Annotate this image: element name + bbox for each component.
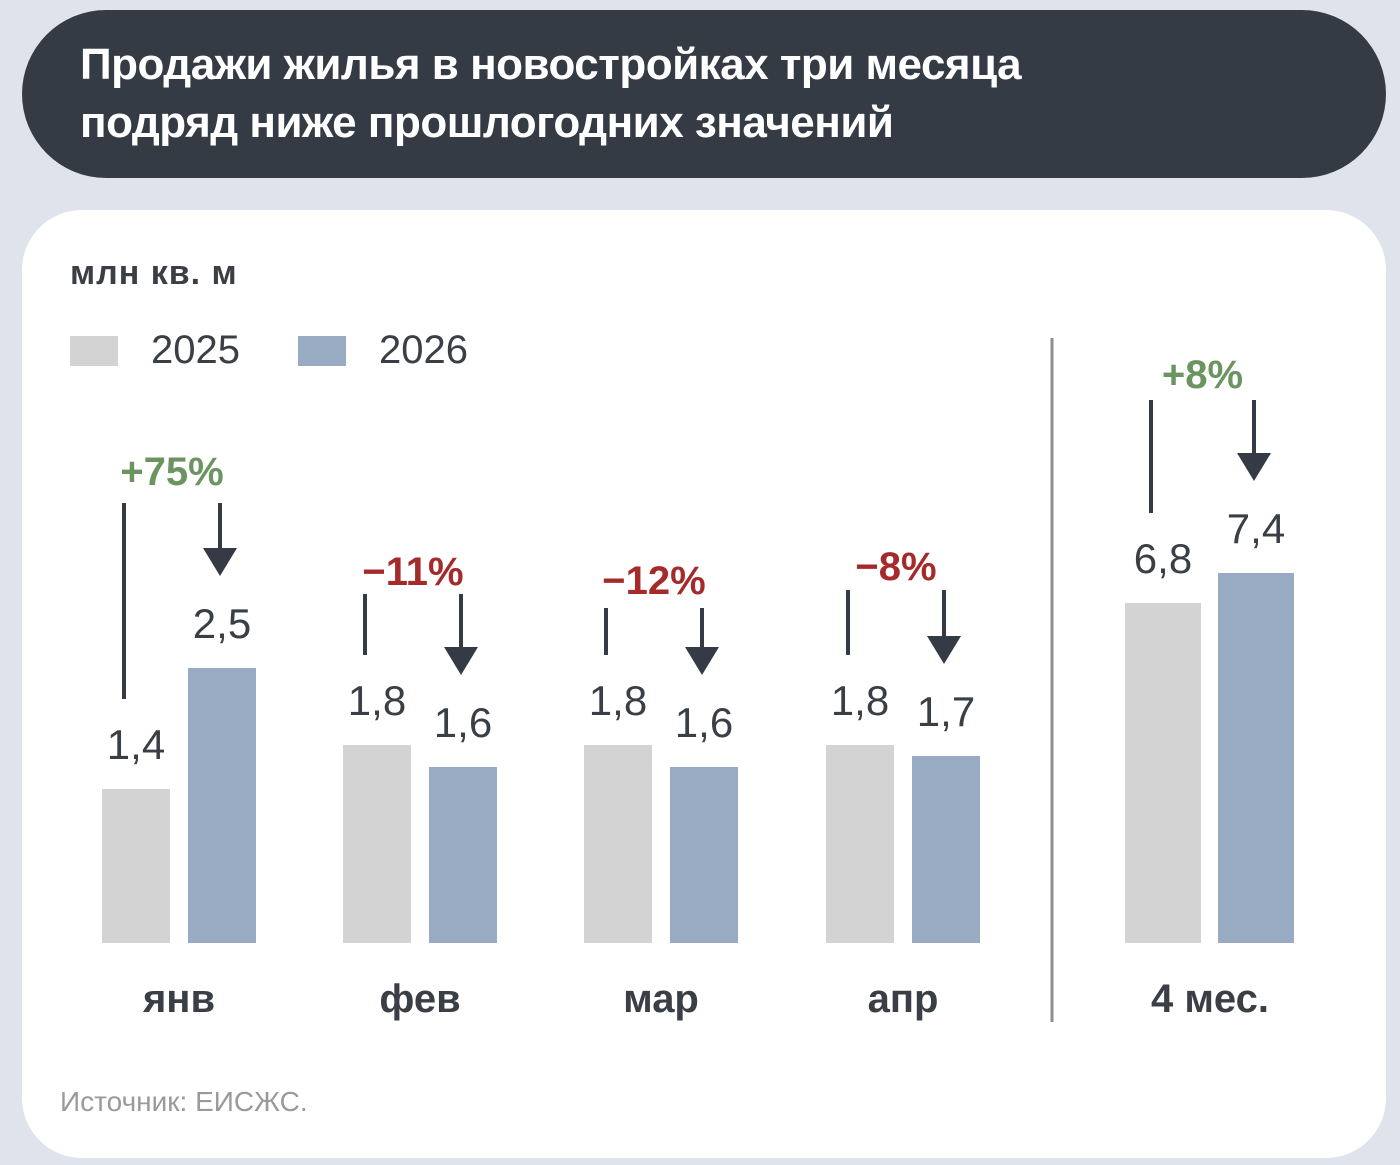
bar-2025-total (1125, 603, 1201, 943)
change-label-jan: +75% (120, 450, 223, 494)
value-label-2026-mar: 1,6 (675, 699, 733, 746)
bar-2026-apr (912, 756, 980, 943)
value-label-2025-total: 6,8 (1134, 535, 1192, 582)
change-arrow-head-jan (203, 548, 237, 576)
bar-2025-apr (826, 745, 894, 943)
value-label-2026-jan: 2,5 (193, 600, 251, 647)
legend-item-2026: 2026 (297, 328, 468, 373)
value-label-2026-feb: 1,6 (434, 699, 492, 746)
legend-swatch-2026 (297, 335, 346, 366)
value-label-2026-apr: 1,7 (917, 688, 975, 735)
legend-swatch-2025 (70, 335, 118, 366)
bar-2026-mar (670, 767, 738, 943)
title-banner: Продажи жилья в новостройках три месяца … (22, 10, 1386, 178)
chart-card: млн кв. м 2025 2026 1,4 2,5 +75% янв 1,8 1,6 −… (22, 210, 1386, 1158)
change-label-total: +8% (1162, 353, 1243, 397)
category-label-total: 4 мес. (1151, 977, 1269, 1021)
category-label-apr: апр (868, 977, 939, 1021)
legend: 2025 2026 (70, 328, 526, 373)
value-label-2025-mar: 1,8 (589, 677, 647, 724)
value-label-2025-apr: 1,8 (831, 677, 889, 724)
bar-2026-jan (188, 668, 256, 943)
bar-chart: 1,4 2,5 +75% янв 1,8 1,6 −11% фев 1,8 1,6 −12% мар 1… (102, 338, 1294, 1022)
category-label-jan: янв (142, 977, 215, 1021)
change-arrow-head-mar (685, 647, 719, 675)
change-arrow-head-apr (927, 636, 961, 664)
legend-label-2026: 2026 (378, 328, 468, 372)
change-label-apr: −8% (855, 545, 936, 589)
unit-label: млн кв. м (70, 254, 238, 292)
change-label-feb: −11% (362, 550, 463, 594)
bar-2025-mar (584, 745, 652, 943)
legend-item-2025: 2025 (70, 328, 240, 373)
category-label-feb: фев (379, 977, 460, 1021)
change-arrow-head-total (1237, 453, 1271, 481)
change-arrow-head-feb (444, 647, 478, 675)
category-label-mar: мар (623, 977, 699, 1021)
chart-title-line-1: Продажи жилья в новостройках три месяца (80, 40, 1022, 89)
bar-2026-feb (429, 767, 497, 943)
source-note: Источник: ЕИСЖС. (60, 1086, 308, 1117)
value-label-2025-jan: 1,4 (107, 721, 165, 768)
change-label-mar: −12% (602, 559, 705, 603)
bar-2025-jan (102, 789, 170, 943)
bar-2025-feb (343, 745, 411, 943)
chart-title-line-2: подряд ниже прошлогодних значений (80, 98, 894, 147)
legend-label-2025: 2025 (151, 328, 240, 372)
bar-2026-total (1218, 573, 1294, 943)
value-label-2025-feb: 1,8 (348, 677, 406, 724)
value-label-2026-total: 7,4 (1227, 505, 1285, 552)
